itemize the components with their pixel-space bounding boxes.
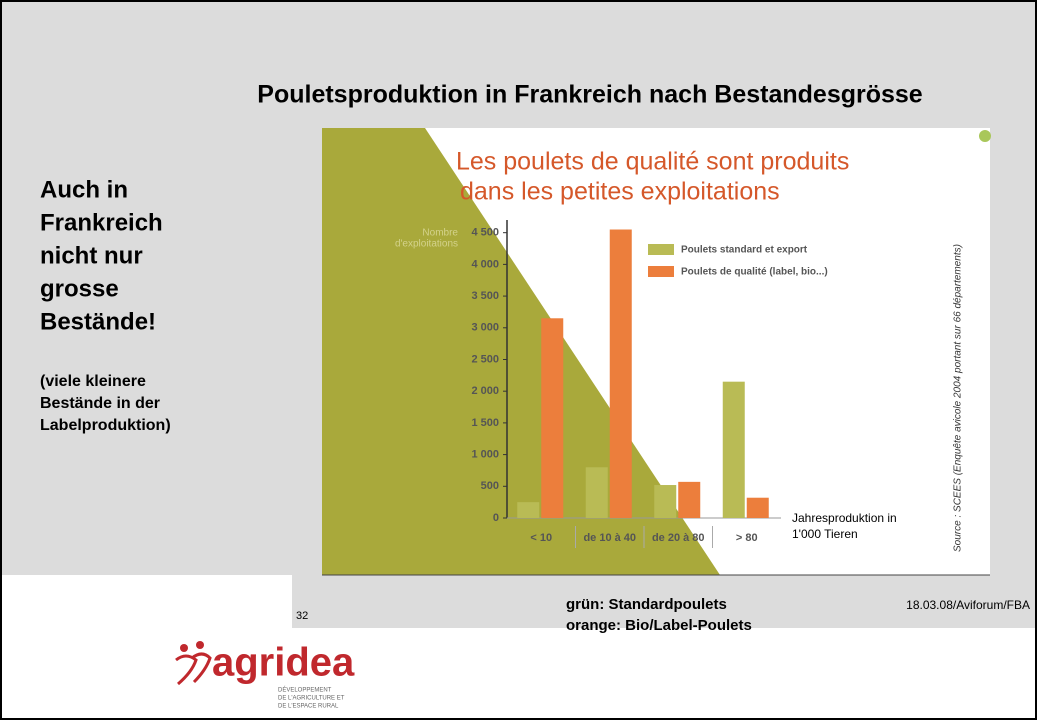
note: (viele kleinere xyxy=(40,373,146,390)
y-axis-label: d'exploitations xyxy=(395,239,458,250)
y-tick-label: 1 000 xyxy=(471,449,499,461)
headline: Bestände! xyxy=(40,308,156,335)
bar xyxy=(609,229,632,519)
logo-dot xyxy=(196,641,204,649)
note: Bestände in der xyxy=(40,395,160,412)
y-tick-label: 500 xyxy=(481,480,499,492)
legend-swatch xyxy=(648,244,674,255)
y-tick-label: 4 500 xyxy=(471,227,499,239)
logo-icon xyxy=(175,641,212,686)
y-tick-label: 0 xyxy=(493,512,499,524)
logo-tagline: DE L'AGRICULTURE ET xyxy=(278,696,345,702)
legend-label: Poulets standard et export xyxy=(681,245,808,256)
y-tick-label: 1 500 xyxy=(471,417,499,429)
bar xyxy=(541,318,564,518)
page-number: 32 xyxy=(296,610,308,622)
legend-label: Poulets de qualité (label, bio...) xyxy=(681,267,828,278)
headline: Auch in xyxy=(40,176,128,203)
logo-stroke xyxy=(191,652,212,684)
y-tick-label: 3 000 xyxy=(471,322,499,334)
x-axis-label: 1'000 Tieren xyxy=(792,527,858,541)
bar xyxy=(654,485,677,518)
headline: grosse xyxy=(40,275,119,302)
x-tick-label: de 10 à 40 xyxy=(583,532,636,544)
decor-dot xyxy=(979,130,991,142)
bar xyxy=(746,497,769,518)
chart-title: Les poulets de qualité sont produits xyxy=(456,148,849,176)
headline: Frankreich xyxy=(40,209,163,236)
footer: 18.03.08/Aviforum/FBA xyxy=(906,598,1030,612)
x-axis-label: Jahresproduktion in xyxy=(792,511,897,525)
bar xyxy=(678,481,701,518)
bar xyxy=(517,502,540,518)
logo-name: agridea xyxy=(212,641,355,685)
legend-note: grün: Standardpoulets xyxy=(566,596,727,613)
y-tick-label: 2 000 xyxy=(471,385,499,397)
y-tick-label: 3 500 xyxy=(471,290,499,302)
y-axis-label: Nombre xyxy=(422,228,458,239)
headline: nicht nur xyxy=(40,242,143,269)
slide-title: Pouletsproduktion in Frankreich nach Bes… xyxy=(257,81,923,109)
x-tick-label: < 10 xyxy=(530,532,552,544)
logo-tagline: DE L'ESPACE RURAL xyxy=(278,704,339,710)
x-tick-label: de 20 à 80 xyxy=(652,532,705,544)
logo-tagline: DÉVELOPPEMENT xyxy=(278,687,332,694)
legend-swatch xyxy=(648,266,674,277)
legend-note: orange: Bio/Label-Poulets xyxy=(566,617,752,634)
logo-stroke xyxy=(175,654,198,686)
note: Labelproduktion) xyxy=(40,417,171,434)
source: Source : SCEES (Enquête avicole 2004 por… xyxy=(953,244,964,552)
y-tick-label: 4 000 xyxy=(471,258,499,270)
y-tick-label: 2 500 xyxy=(471,353,499,365)
bar xyxy=(722,381,745,518)
logo-dot xyxy=(180,644,188,652)
x-tick-label: > 80 xyxy=(736,532,758,544)
bar xyxy=(585,467,608,518)
chart-title: dans les petites exploitations xyxy=(460,178,780,206)
